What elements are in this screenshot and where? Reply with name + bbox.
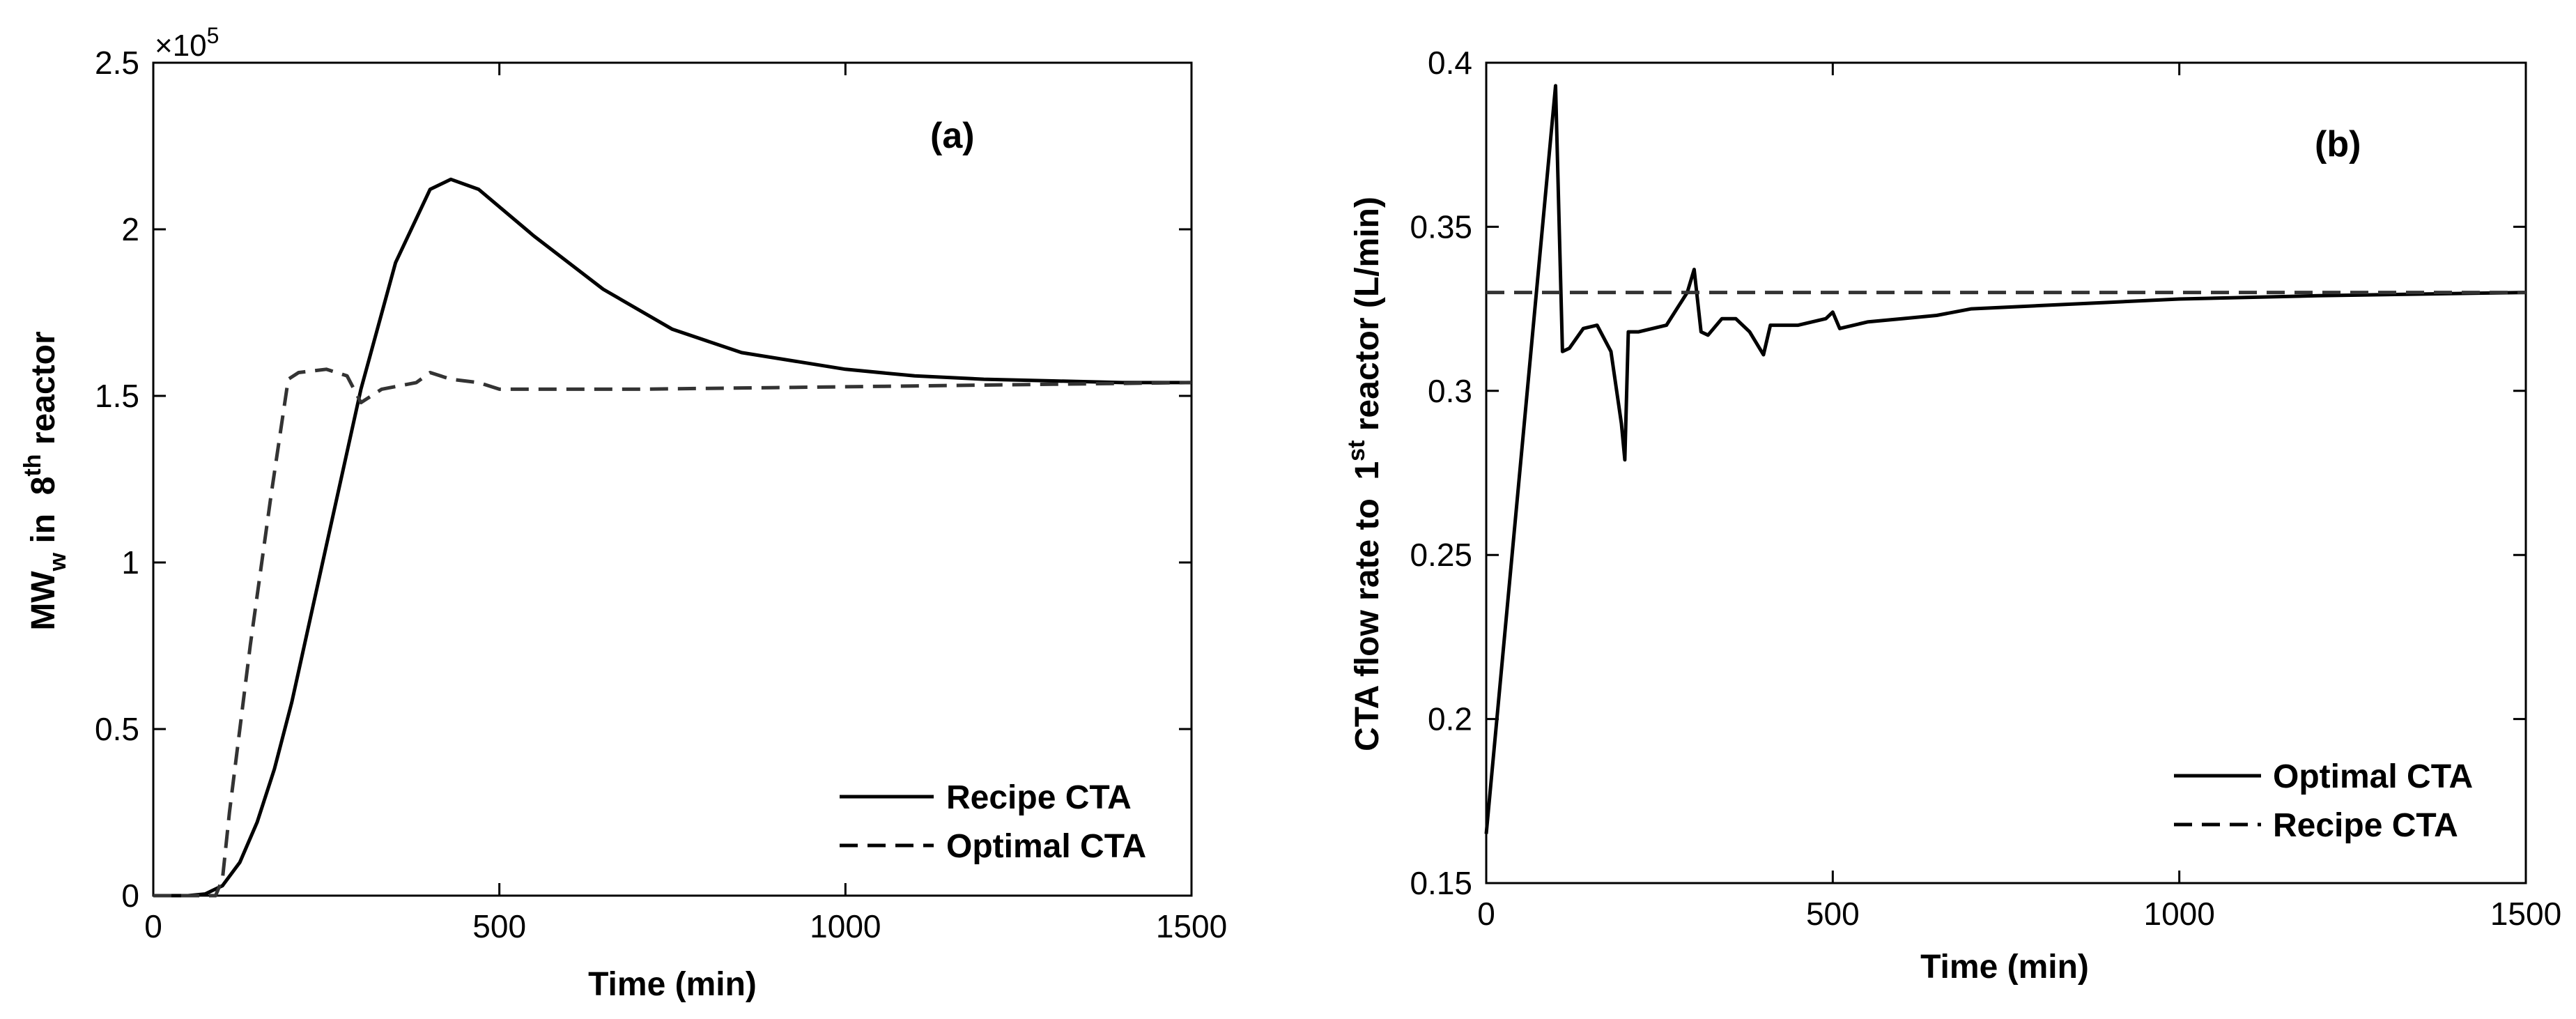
panel-b-ylabel-sup: st xyxy=(1343,440,1370,461)
panel-b-label: (b) xyxy=(2315,124,2361,164)
panel-b-ylabel: CTA flow rate to 1st reactor (L/min) xyxy=(1343,197,1386,751)
panel-a-ytick-label: 0.5 xyxy=(95,711,139,747)
panel-a-xtick-label: 1000 xyxy=(810,908,881,944)
panel-b-xtick-label: 1000 xyxy=(2143,896,2214,932)
panel-a-ytick-label: 2.5 xyxy=(95,45,139,81)
panel-b-ytick-label: 0.35 xyxy=(1410,208,1472,245)
panel-a-series xyxy=(153,177,1192,898)
panel-b-legend: Optimal CTA Recipe CTA xyxy=(2174,758,2473,844)
panel-b-ticks: 0 500 1000 1500 0.15 0.2 0.25 0.3 0.35 0.4 xyxy=(1410,45,2561,932)
panel-b-xlabel: Time (min) xyxy=(1920,949,2089,986)
panel-b-ylabel-prefix: CTA flow rate to 1 xyxy=(1349,461,1386,751)
panel-a-ylabel-prefix: MW xyxy=(25,571,62,631)
panel-a-ylabel-suffix: reactor xyxy=(25,331,62,454)
panel-a-ytick-label: 0 xyxy=(121,878,139,914)
panel-a-legend-label-optimal: Optimal CTA xyxy=(946,828,1146,865)
panel-b-legend-label-optimal: Optimal CTA xyxy=(2273,758,2473,795)
panel-b-chart: 0 500 1000 1500 0.15 0.2 0.25 0.3 0.35 0.4 (b) Ti… xyxy=(1343,45,2561,986)
panel-b-series-optimal-cta xyxy=(1484,84,2527,834)
panel-a-ylabel-sub: w xyxy=(45,552,71,572)
panel-a-ytick-label: 1 xyxy=(121,544,139,581)
panel-a-exponent: ×105 xyxy=(155,23,219,63)
panel-b-ytick-label: 0.2 xyxy=(1428,701,1472,737)
panel-a-exponent-power: 5 xyxy=(207,23,219,48)
panel-a-xlabel: Time (min) xyxy=(588,966,757,1003)
panel-a-ylabel-sup: th xyxy=(20,454,46,476)
panel-a-series-recipe-cta xyxy=(153,177,1191,898)
panel-b-ytick-label: 0.4 xyxy=(1428,45,1472,81)
panel-a-xtick-label: 1500 xyxy=(1156,908,1227,944)
panel-a-legend: Recipe CTA Optimal CTA xyxy=(840,779,1146,865)
panel-a-label: (a) xyxy=(930,116,975,156)
panel-a-exponent-base: ×10 xyxy=(155,29,207,63)
panel-a-ylabel: MWw in 8th reactor xyxy=(20,331,71,630)
panel-b-xtick-label: 500 xyxy=(1806,896,1860,932)
panel-a-ylabel-middle: in 8 xyxy=(25,477,62,553)
panel-a-series-optimal-cta xyxy=(153,367,1192,898)
panel-a-xtick-label: 0 xyxy=(144,908,162,944)
panel-a-chart: 0 500 1000 1500 0 0.5 1 1.5 2 2.5 (a) ×105 Time (… xyxy=(20,23,1227,1003)
panel-b-ytick-label: 0.3 xyxy=(1428,373,1472,409)
panel-b-ytick-label: 0.15 xyxy=(1410,865,1472,901)
panel-b-ylabel-suffix: reactor (L/min) xyxy=(1349,197,1386,440)
panel-b-series xyxy=(1484,84,2527,834)
panel-a-xtick-label: 500 xyxy=(472,908,526,944)
panel-a-legend-label-recipe: Recipe CTA xyxy=(946,779,1132,816)
panel-b-plot-frame xyxy=(1485,61,2527,884)
panel-b-legend-label-recipe: Recipe CTA xyxy=(2273,807,2458,844)
panel-b-xtick-label: 0 xyxy=(1477,896,1495,932)
panel-b-ytick-label: 0.25 xyxy=(1410,537,1472,573)
panel-a-ytick-label: 1.5 xyxy=(95,378,139,414)
panel-a-plot-frame xyxy=(152,61,1193,897)
panel-a-ytick-label: 2 xyxy=(121,211,139,247)
panel-a-ticks: 0 500 1000 1500 0 0.5 1 1.5 2 2.5 xyxy=(95,45,1227,944)
panel-b-xtick-label: 1500 xyxy=(2490,896,2561,932)
